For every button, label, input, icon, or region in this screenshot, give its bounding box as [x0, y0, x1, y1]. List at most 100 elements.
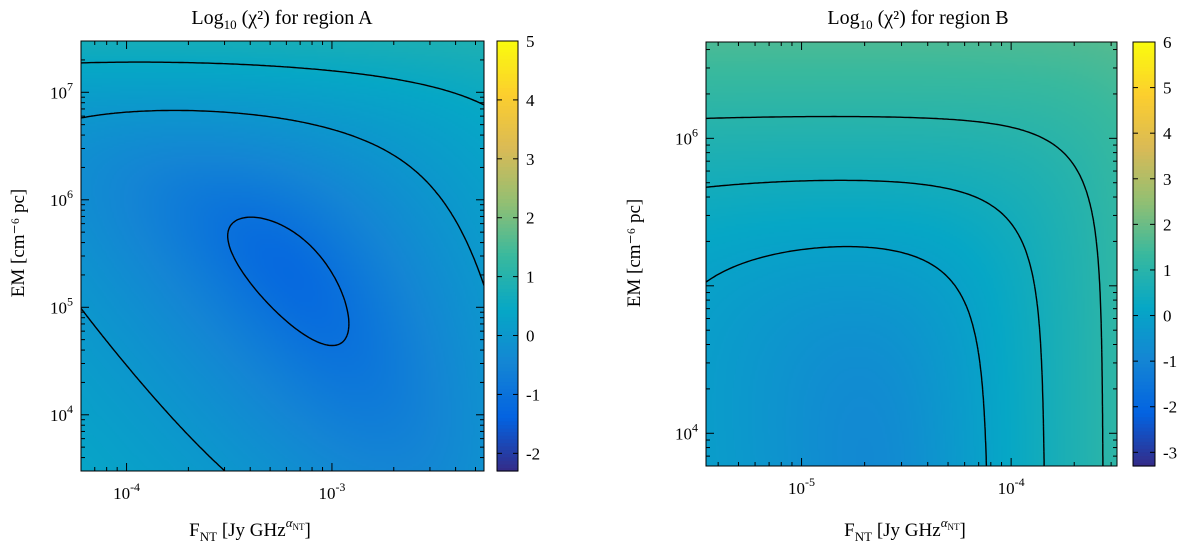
panel-a-colorbar-segment [497, 259, 518, 264]
panel-a-colorbar-segment [497, 342, 518, 347]
panel-b-colorbar-segment [1133, 109, 1155, 114]
panel-b-contour-line [706, 179, 1045, 466]
panel-b-colorbar-segment [1133, 402, 1155, 407]
panel-b-y-tick-label: 106 [675, 125, 698, 148]
panel-a-colorbar-segment [497, 324, 518, 329]
panel-b-colorbar-segment [1133, 391, 1155, 396]
panel-a-x-tick-label: 10-3 [318, 480, 345, 503]
panel-b-colorbar-segment [1133, 462, 1155, 467]
panel-b-x-tick-label: 10-4 [998, 475, 1025, 498]
panel-a-colorbar-segment [497, 263, 518, 268]
panel-b-colorbar-segment [1133, 303, 1155, 308]
panel-b-axes-frame [705, 41, 1118, 467]
panel-a-colorbar-segment [497, 313, 518, 318]
panel-a-colorbar-segment [497, 374, 518, 379]
panel-b-colorbar-segment [1133, 420, 1155, 425]
panel-a-colorbar-segment [497, 248, 518, 254]
panel-region-a: Log10 (χ²) for region A 10-4 10-310410510… [8, 7, 540, 544]
panel-b-colorbar-segment [1133, 345, 1155, 350]
panel-b-colorbar-segment [1133, 144, 1155, 149]
panel-a-colorbar-tick-label: 5 [526, 32, 535, 51]
panel-a-colorbar-segment [497, 209, 518, 214]
panel-a-colorbar-segment [497, 367, 518, 372]
panel-a-colorbar-segment [497, 277, 518, 282]
panel-a-colorbar-segment [497, 370, 518, 375]
panel-b-colorbar-segment [1133, 133, 1155, 138]
panel-a-colorbar-segment [497, 238, 518, 243]
panel-b-colorbar-segment [1133, 211, 1155, 216]
panel-a-colorbar-segment [497, 162, 518, 168]
panel-b-colorbar-segment [1133, 374, 1155, 379]
panel-b-colorbar-tick-label: 0 [1163, 307, 1172, 326]
panel-a-colorbar-tick-label: -1 [526, 385, 540, 404]
panel-b-colorbar-segment [1133, 349, 1155, 354]
panel-b-colorbar-segment [1133, 239, 1155, 244]
panel-b-colorbar-segment [1133, 116, 1155, 121]
panel-b-colorbar-segment [1133, 321, 1155, 326]
panel-a-colorbar-segment [497, 177, 518, 182]
panel-b-colorbar-segment [1133, 434, 1155, 439]
panel-b-colorbar-segment [1133, 102, 1155, 107]
panel-a-colorbar-segment [497, 316, 518, 322]
panel-b-colorbar-tick-label: 3 [1163, 170, 1172, 189]
panel-b-colorbar-segment [1133, 289, 1155, 294]
panel-a-colorbar-segment [497, 273, 518, 279]
panel-b-colorbar-segment [1133, 430, 1155, 435]
panel-a-colorbar-segment [497, 223, 518, 228]
panel-b-colorbar-segment [1133, 243, 1155, 248]
panel-a-colorbar-segment [497, 338, 518, 343]
panel-b-colorbar-segment [1133, 257, 1155, 262]
panel-b-colorbar-segment [1133, 338, 1155, 343]
panel-b-colorbar-tick-label: 4 [1163, 124, 1172, 143]
panel-a-colorbar-segment [497, 234, 518, 239]
panel-b-colorbar-segment [1133, 246, 1155, 252]
panel-b-colorbar-segment [1133, 352, 1155, 358]
panel-b-colorbar-segment [1133, 229, 1155, 234]
panel-a-colorbar-segment [497, 281, 518, 286]
panel-a-colorbar-segment [497, 309, 518, 314]
panel-a-colorbar-segment [497, 41, 518, 46]
panel-b-colorbar-segment [1133, 413, 1155, 418]
panel-b-colorbar-segment [1133, 395, 1155, 400]
panel-b-colorbar-segment [1133, 388, 1155, 393]
panel-a-colorbar-segment [497, 230, 518, 236]
panel-b-colorbar-segment [1133, 448, 1155, 453]
panel-a-contour-line [81, 109, 484, 471]
panel-b-colorbar-segment [1133, 56, 1155, 61]
panel-b-colorbar-segment [1133, 250, 1155, 255]
panel-b-colorbar-segment [1133, 204, 1155, 209]
panel-a-colorbar-segment [497, 270, 518, 275]
panel-a-x-axis-label: FNT [Jy GHzαNT] [189, 515, 311, 544]
panel-a-colorbar-tick-label: 0 [526, 327, 535, 346]
panel-b-y-tick-label: 104 [675, 420, 698, 443]
panel-a-colorbar-segment [497, 195, 518, 200]
panel-a-colorbar-segment [497, 155, 518, 160]
panel-b-colorbar-segment [1133, 271, 1155, 276]
panel-b-colorbar-segment [1133, 356, 1155, 361]
panel-b-colorbar-segment [1133, 151, 1155, 156]
panel-b-colorbar-segment [1133, 307, 1155, 312]
panel-a-colorbar-segment [497, 420, 518, 426]
panel-a-colorbar-segment [497, 299, 518, 304]
panel-b-colorbar-segment [1133, 254, 1155, 259]
panel-b-colorbar-segment [1133, 208, 1155, 213]
panel-a-colorbar-segment [497, 205, 518, 211]
panel-a-colorbar-segment [497, 284, 518, 289]
panel-b-colorbar-segment [1133, 126, 1155, 131]
panel-a-colorbar-segment [497, 137, 518, 142]
panel-a-colorbar-segment [497, 69, 518, 74]
panel-a-colorbar-segment [497, 105, 518, 110]
panel-b-colorbar-segment [1133, 441, 1155, 446]
panel-a-colorbar-segment [497, 87, 518, 92]
panel-b-colorbar-segment [1133, 73, 1155, 78]
panel-b-colorbar-segment [1133, 123, 1155, 128]
panel-a-colorbar-segment [497, 288, 518, 293]
panel-b-colorbar-segment [1133, 162, 1155, 167]
panel-b-colorbar-segment [1133, 190, 1155, 195]
panel-a-colorbar-tick-label: 4 [526, 91, 535, 110]
panel-a-colorbar-segment [497, 413, 518, 418]
panel-b-colorbar-segment [1133, 377, 1155, 382]
panel-a-colorbar-segment [497, 302, 518, 307]
panel-a-contour-line [227, 216, 350, 347]
panel-b-colorbar-segment [1133, 314, 1155, 319]
